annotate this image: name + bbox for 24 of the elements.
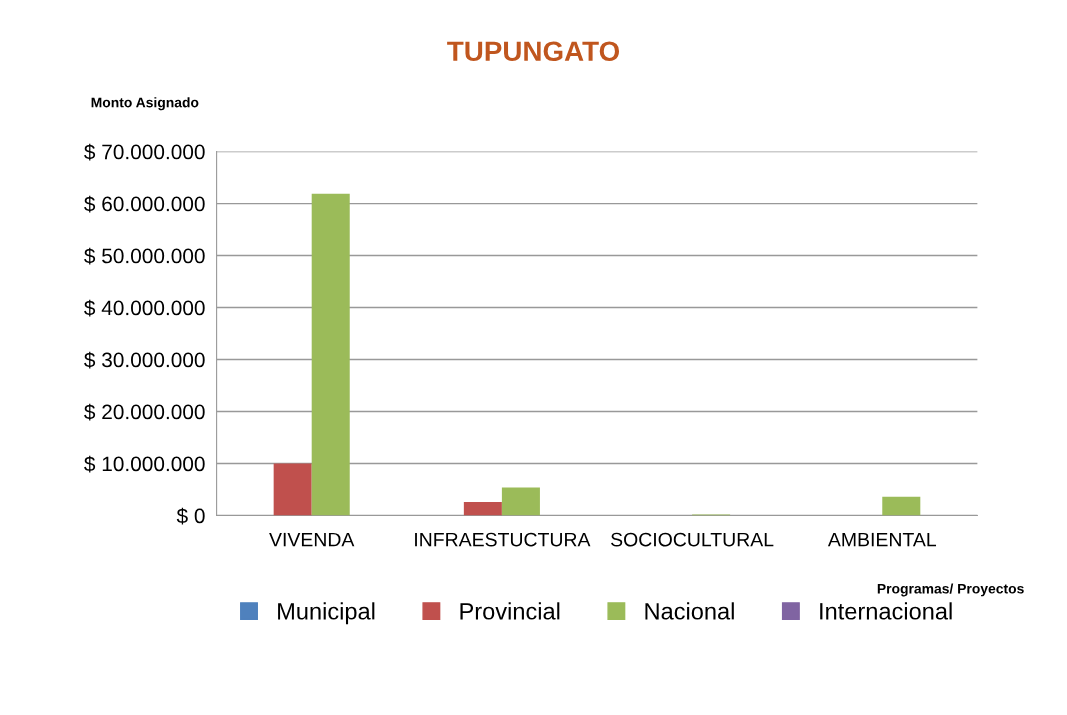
x-tick-label: INFRAESTUCTURA (415, 532, 591, 547)
x-tick-label: SOCIOCULTURAL (611, 532, 774, 547)
y-tick-label: $ 70.000.000 (84, 143, 205, 161)
legend-label: Internacional (820, 602, 952, 620)
y-tick-label: $ 20.000.000 (84, 403, 205, 421)
bar (882, 496, 921, 516)
x-axis-title: Programas/ Proyectos (877, 583, 1024, 597)
y-tick-label: $ 40.000.000 (84, 299, 205, 317)
legend-label: Municipal (278, 602, 375, 625)
x-tick-label: AMBIENTAL (827, 532, 937, 547)
chart-title: TUPUNGATO (447, 41, 620, 62)
x-tick-label: VIVENDA (269, 532, 355, 547)
y-tick-label: $ 30.000.000 (84, 351, 205, 369)
y-tick-label: $ 60.000.000 (84, 195, 205, 213)
y-tick-label: $ 0 (176, 507, 205, 525)
legend-label: Provincial (460, 602, 560, 620)
bar (311, 193, 350, 516)
bar (501, 487, 540, 516)
y-tick-label: $ 10.000.000 (84, 455, 205, 473)
legend-label: Nacional (645, 602, 734, 620)
bar (273, 463, 312, 516)
y-axis-title: Monto Asignado (91, 97, 199, 111)
bar (463, 502, 502, 516)
y-tick-label: $ 50.000.000 (84, 247, 205, 265)
